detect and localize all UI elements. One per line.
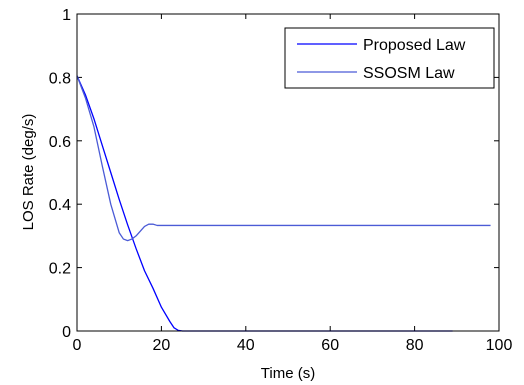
series-line-ssosm-law (76, 75, 491, 242)
x-tick-label: 60 (321, 337, 339, 354)
x-tick-labels: 0 20 40 60 80 100 (73, 337, 513, 354)
y-tick-label: 0.2 (49, 261, 71, 278)
legend-label-ssosm-law: SSOSM Law (363, 65, 455, 82)
y-tick-label: 1 (62, 7, 71, 24)
legend: Proposed Law SSOSM Law (284, 27, 495, 89)
plot-frame (76, 13, 500, 332)
x-tick-label: 80 (406, 337, 424, 354)
x-tick-label: 0 (73, 337, 82, 354)
x-axis-label: Time (s) (261, 365, 315, 382)
x-tick-label: 100 (486, 337, 513, 354)
x-tick-label: 40 (237, 337, 255, 354)
legend-label-proposed-law: Proposed Law (363, 37, 466, 54)
y-tick-labels: 0 0.2 0.4 0.6 0.8 1 (49, 7, 71, 341)
y-tick-label: 0 (62, 324, 71, 341)
y-tick-label: 0.6 (49, 134, 71, 151)
y-axis-label: LOS Rate (deg/s) (20, 114, 37, 231)
y-tick-label: 0.8 (49, 70, 71, 87)
y-tick-label: 0.4 (49, 197, 71, 214)
legend-box (284, 27, 495, 89)
x-tick-label: 20 (153, 337, 171, 354)
